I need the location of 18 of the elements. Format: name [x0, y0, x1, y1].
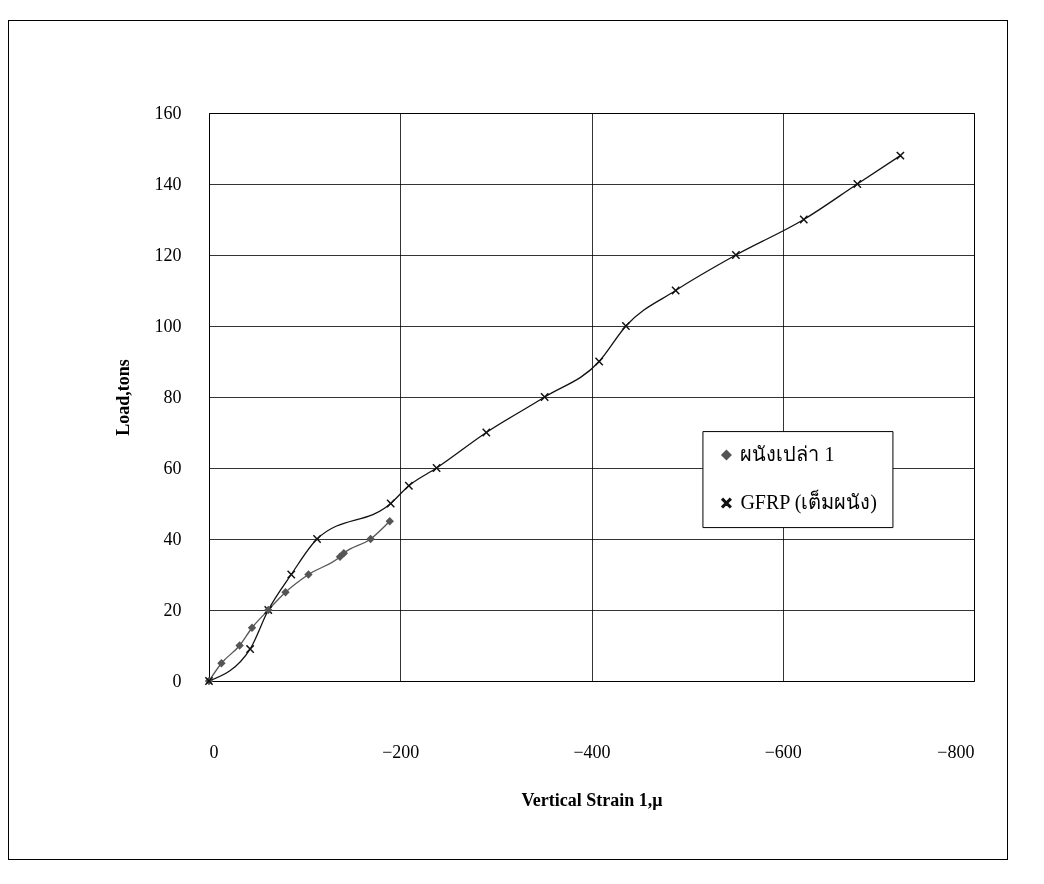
y-tick-label: 120	[154, 244, 182, 265]
y-tick-label: 60	[163, 457, 182, 478]
y-tick-label: 40	[163, 528, 182, 549]
y-axis-title: Load,tons	[112, 359, 133, 436]
y-tick-label: 0	[172, 670, 182, 691]
y-tick-label: 20	[163, 599, 182, 620]
legend-label: ผนังเปล่า 1	[740, 443, 835, 466]
x-tick-label: −600	[764, 741, 802, 762]
x-tick-label: −800	[937, 741, 975, 762]
y-tick-label: 160	[154, 102, 182, 123]
legend-label: GFRP (เต็มผนัง)	[740, 489, 878, 515]
x-tick-label: −200	[382, 741, 420, 762]
y-tick-label: 140	[154, 173, 182, 194]
y-tick-label: 100	[154, 315, 182, 336]
x-tick-label: 0	[209, 741, 219, 762]
x-tick-label: −400	[573, 741, 611, 762]
y-tick-label: 80	[163, 386, 182, 407]
x-axis-title: Vertical Strain 1,μ	[521, 789, 663, 810]
